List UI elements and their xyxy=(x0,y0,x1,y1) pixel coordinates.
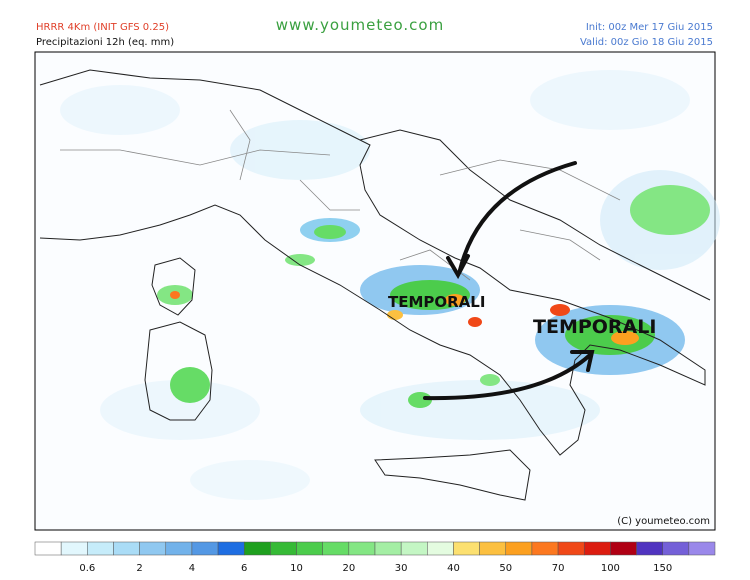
color-swatch xyxy=(583,541,611,556)
legend-label: 40 xyxy=(447,563,460,574)
valid-label: Valid: 00z Gio 18 Giu 2015 xyxy=(580,37,713,48)
color-swatch xyxy=(243,541,271,556)
map-frame: TEMPORALI TEMPORALI (C) youmeteo.com xyxy=(34,51,720,531)
color-swatch xyxy=(662,541,690,556)
color-swatch xyxy=(139,541,167,556)
color-swatch xyxy=(165,541,193,556)
annotation: TEMPORALI xyxy=(533,316,656,338)
legend-label: 70 xyxy=(552,563,565,574)
legend-label: 2 xyxy=(136,563,142,574)
color-swatch xyxy=(400,541,428,556)
color-swatch xyxy=(60,541,88,556)
copyright: (C) youmeteo.com xyxy=(617,516,710,527)
product-label: Precipitazioni 12h (eq. mm) xyxy=(36,37,174,48)
arrow-head xyxy=(570,350,595,372)
color-swatch xyxy=(610,541,637,556)
color-swatch xyxy=(374,541,402,556)
legend-label: 150 xyxy=(653,563,672,574)
legend-label: 50 xyxy=(499,563,512,574)
color-legend: 0.6 2 4 6 10 20 30 40 50 70 100 150 xyxy=(34,541,716,574)
rain-cells xyxy=(157,185,710,408)
color-swatch xyxy=(322,541,350,556)
legend-label: 10 xyxy=(290,563,303,574)
arrow xyxy=(458,161,577,272)
color-swatch xyxy=(34,541,62,556)
color-swatch xyxy=(688,541,716,556)
color-swatch xyxy=(113,541,140,556)
legend-label: 0.6 xyxy=(79,563,95,574)
site-label: www.youmeteo.com xyxy=(276,16,444,34)
color-swatch xyxy=(479,541,507,556)
color-swatch xyxy=(557,541,585,556)
model-label: HRRR 4Km (INIT GFS 0.25) xyxy=(36,22,169,33)
legend-label: 100 xyxy=(601,563,620,574)
color-swatch xyxy=(191,541,219,556)
arrow-head xyxy=(446,254,470,280)
color-swatch xyxy=(453,541,480,556)
init-label: Init: 00z Mer 17 Giu 2015 xyxy=(586,22,713,33)
legend-label: 20 xyxy=(342,563,355,574)
color-swatch xyxy=(505,541,533,556)
color-swatch xyxy=(636,541,663,556)
legend-label: 30 xyxy=(395,563,408,574)
color-swatch xyxy=(531,541,559,556)
legend-label: 6 xyxy=(241,563,247,574)
color-swatch xyxy=(217,541,245,556)
annotation: TEMPORALI xyxy=(388,293,485,311)
color-swatch xyxy=(427,541,454,556)
arrow xyxy=(423,353,592,401)
color-swatch xyxy=(348,541,376,556)
color-swatch xyxy=(296,541,323,556)
color-swatch xyxy=(270,541,297,556)
color-swatch xyxy=(87,541,114,556)
legend-label: 4 xyxy=(189,563,195,574)
